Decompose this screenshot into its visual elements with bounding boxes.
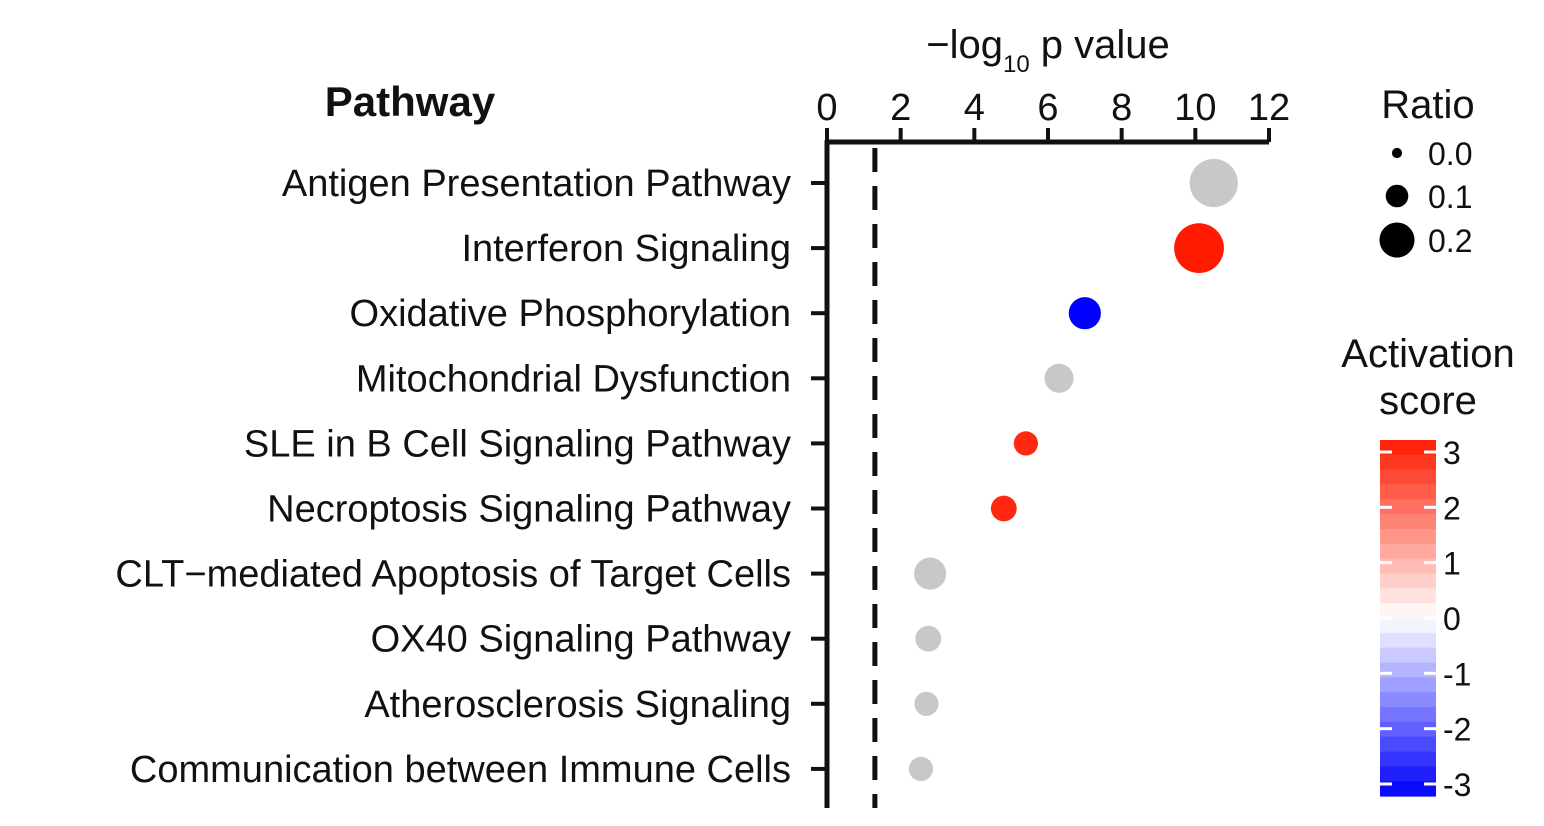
colorbar-segment (1380, 514, 1436, 530)
colorbar-segment (1380, 632, 1436, 649)
data-point (1044, 363, 1074, 393)
x-tick-label: 2 (890, 87, 911, 129)
colorbar-tick-label: 2 (1443, 490, 1461, 526)
colorbar-segment (1380, 751, 1436, 767)
colorbar-segment (1380, 618, 1436, 634)
category-label: Atherosclerosis Signaling (364, 684, 791, 726)
category-label: SLE in B Cell Signaling Pathway (244, 423, 791, 465)
category-label: Mitochondrial Dysfunction (356, 358, 791, 400)
category-label: Communication between Immune Cells (130, 749, 791, 791)
colorbar-segment (1380, 469, 1436, 486)
data-point (1189, 158, 1238, 208)
category-label: CLT−mediated Apoptosis of Target Cells (115, 554, 791, 596)
colorbar-segment (1380, 440, 1436, 456)
colorbar-segment (1380, 529, 1436, 545)
data-point (1068, 297, 1101, 330)
activation-legend-title-line2: score (1379, 379, 1477, 423)
ratio-legend-dot (1385, 184, 1409, 208)
colorbar-segment (1380, 573, 1436, 589)
colorbar-segment (1380, 781, 1436, 797)
colorbar-tick-label: -1 (1443, 656, 1471, 692)
data-point (990, 495, 1017, 522)
colorbar-segment (1380, 766, 1436, 782)
colorbar-segment (1380, 721, 1436, 738)
point-layer (908, 158, 1238, 782)
colorbar-segment (1380, 647, 1436, 664)
colorbar-tick-label: 3 (1443, 435, 1461, 471)
ratio-legend: Ratio 0.0 0.1 0.2 (1379, 83, 1475, 259)
x-tick-label: 12 (1248, 87, 1290, 129)
pathway-header: Pathway (325, 78, 496, 125)
colorbar-segment (1380, 543, 1436, 560)
x-tick-label: 6 (1037, 87, 1058, 129)
activation-legend-title-line1: Activation (1341, 332, 1514, 376)
category-label: Oxidative Phosphorylation (350, 293, 791, 335)
colorbar-segment (1380, 677, 1436, 693)
colorbar-segment (1380, 603, 1436, 619)
x-tick-label: 0 (816, 87, 837, 129)
data-point (1174, 223, 1224, 273)
category-label: OX40 Signaling Pathway (371, 619, 791, 661)
activation-legend: Activation score 3 2 1 0 -1 -2 -3 (1341, 332, 1514, 803)
x-axis-title: −log10 p value (926, 23, 1170, 78)
data-point (914, 557, 947, 590)
colorbar-segment (1380, 499, 1436, 515)
ratio-legend-label: 0.0 (1428, 136, 1472, 172)
colorbar-segment (1380, 558, 1436, 575)
colorbar-segment (1380, 454, 1436, 471)
colorbar-segment (1380, 484, 1436, 500)
x-tick-label: 4 (964, 87, 985, 129)
colorbar-segment (1380, 662, 1436, 678)
ratio-legend-title: Ratio (1381, 83, 1474, 127)
colorbar-tick-label: 0 (1443, 601, 1461, 637)
data-point (908, 756, 934, 782)
axis-layer: 0 2 4 6 8 10 12 (811, 87, 1290, 808)
colorbar-segment (1380, 692, 1436, 708)
ratio-legend-dot (1391, 147, 1403, 159)
category-label: Necroptosis Signaling Pathway (267, 489, 791, 531)
colorbar-tick-label: 1 (1443, 546, 1461, 582)
data-point (915, 625, 942, 652)
category-label-layer: Antigen Presentation Pathway Interferon S… (115, 163, 791, 791)
category-label: Interferon Signaling (461, 228, 791, 270)
ratio-legend-dot (1379, 222, 1415, 258)
data-point (914, 691, 939, 716)
ratio-legend-label: 0.2 (1428, 223, 1472, 259)
x-tick-label: 8 (1111, 87, 1132, 129)
data-point (1013, 431, 1038, 456)
x-tick-label: 10 (1174, 87, 1216, 129)
colorbar-tick-label: -2 (1443, 712, 1471, 748)
colorbar-segment (1380, 736, 1436, 753)
colorbar-segment (1380, 707, 1436, 723)
colorbar-tick-label: -3 (1443, 767, 1471, 803)
colorbar-segment (1380, 588, 1436, 604)
ratio-legend-items: 0.0 0.1 0.2 (1379, 136, 1472, 259)
ratio-legend-label: 0.1 (1428, 179, 1472, 215)
activation-colorbar: 3 2 1 0 -1 -2 -3 (1380, 435, 1471, 803)
category-label: Antigen Presentation Pathway (282, 163, 791, 205)
